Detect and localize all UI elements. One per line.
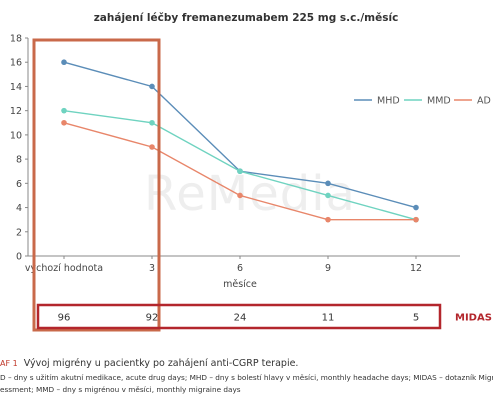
x-axis-label: měsíce bbox=[223, 279, 257, 290]
data-point-mmd bbox=[61, 107, 67, 114]
y-tick-label: 18 bbox=[10, 34, 22, 45]
data-point-ad bbox=[61, 119, 67, 126]
caption-prefix: AF 1 bbox=[0, 359, 18, 368]
chart: ReMedia zahájení léčby fremanezumabem 22… bbox=[10, 12, 492, 332]
midas-value: 96 bbox=[58, 313, 71, 324]
highlight-layer bbox=[32, 38, 161, 332]
data-point-mmd bbox=[149, 119, 155, 126]
caption-line-1: D – dny s užitím akutní medikace, acute … bbox=[0, 373, 493, 382]
x-tick-label: výchozí hodnota bbox=[25, 263, 103, 274]
x-tick-label: 6 bbox=[237, 263, 243, 274]
midas-label: MIDAS bbox=[455, 313, 492, 324]
caption-title: Vývoj migrény u pacientky po zahájení an… bbox=[23, 358, 299, 369]
y-tick-label: 6 bbox=[16, 179, 22, 190]
legend-label-mmd: MMD bbox=[427, 96, 451, 107]
data-point-ad bbox=[325, 216, 331, 223]
y-tick-label: 12 bbox=[10, 106, 22, 117]
caption-line-2: essment; MMD – dny s migrénou v měsíci, … bbox=[0, 385, 241, 394]
data-point-mhd bbox=[61, 59, 67, 66]
data-point-mhd bbox=[413, 204, 419, 211]
midas-value: 5 bbox=[413, 313, 419, 324]
data-point-ad bbox=[413, 216, 419, 223]
midas-value: 92 bbox=[146, 313, 159, 324]
figure-caption: AF 1 Vývoj migrény u pacientky po zahájen… bbox=[0, 358, 493, 396]
y-tick-label: 0 bbox=[16, 252, 22, 263]
y-tick-label: 8 bbox=[16, 155, 22, 166]
legend-label-ad: AD bbox=[477, 96, 491, 107]
midas-value: 11 bbox=[322, 313, 335, 324]
midas-value: 24 bbox=[234, 313, 247, 324]
y-tick-label: 16 bbox=[10, 58, 22, 69]
data-point-mhd bbox=[149, 83, 155, 90]
chart-title: zahájení léčby fremanezumabem 225 mg s.c… bbox=[94, 12, 399, 24]
watermark: ReMedia bbox=[144, 166, 356, 222]
data-point-ad bbox=[149, 144, 155, 150]
axes: 0 2 4 6 8 10 12 14 16 18 výchozí hodnota 3 6 9 12 bbox=[10, 34, 460, 274]
x-tick-label: 12 bbox=[410, 263, 422, 274]
data-point-ad bbox=[237, 192, 243, 199]
data-point-mmd bbox=[237, 168, 243, 175]
series-layer bbox=[61, 59, 419, 223]
highlight-box bbox=[32, 38, 161, 332]
legend: MHD MMD AD bbox=[354, 96, 491, 107]
y-tick-label: 2 bbox=[16, 227, 22, 238]
y-tick-label: 14 bbox=[10, 82, 22, 93]
data-point-mmd bbox=[325, 192, 331, 199]
y-tick-label: 10 bbox=[10, 130, 22, 141]
midas-row: 96 92 24 11 5 MIDAS bbox=[36, 303, 492, 330]
x-tick-label: 9 bbox=[325, 263, 331, 274]
x-tick-label: 3 bbox=[149, 263, 155, 274]
legend-label-mhd: MHD bbox=[377, 96, 400, 107]
midas-box bbox=[36, 303, 442, 330]
y-tick-label: 4 bbox=[16, 203, 22, 214]
data-point-mhd bbox=[325, 180, 331, 187]
